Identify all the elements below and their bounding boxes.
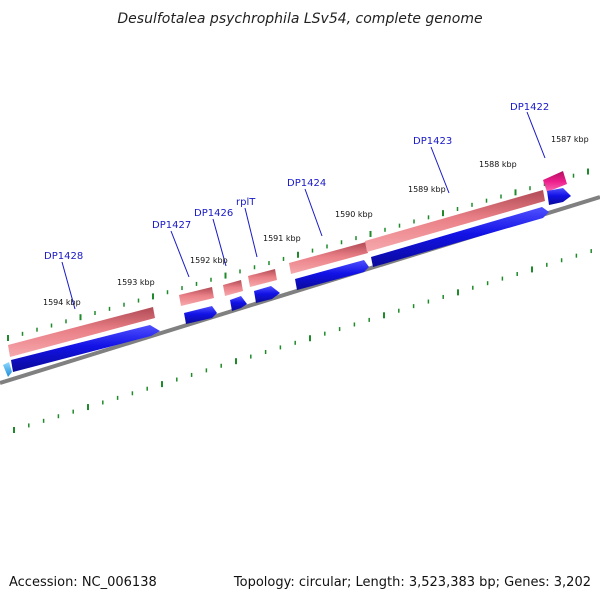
cds-arrow-dp1422[interactable] (547, 188, 571, 205)
tick-row-inner (13, 249, 592, 433)
cds-arrow-dp1424[interactable] (295, 260, 369, 290)
gene-label-dp1426: DP1426 (194, 208, 233, 219)
gene-label-dp1422: DP1422 (510, 102, 549, 113)
genome-info-text: Topology: circular; Length: 3,523,383 bp… (233, 575, 591, 590)
feature-dp1422-upper[interactable] (543, 171, 567, 192)
kbp-label-1590: 1590 kbp (335, 210, 373, 219)
callout-dp1427 (170, 230, 190, 278)
callout-dp1424 (304, 188, 323, 237)
feature-dp1427-upper[interactable] (179, 287, 214, 306)
cds-arrow-dp1426[interactable] (230, 296, 247, 311)
gene-label-dp1428: DP1428 (44, 251, 83, 262)
callout-dp1423 (430, 146, 450, 194)
kbp-label-1587: 1587 kbp (551, 135, 589, 144)
accession-text: Accession: NC_006138 (9, 575, 157, 590)
callout-dp1426 (212, 218, 227, 267)
feature-dp1426-upper[interactable] (223, 280, 243, 296)
kbp-label-1594: 1594 kbp (43, 298, 81, 307)
callout-rplt (244, 207, 258, 258)
feature-rplt-upper[interactable] (248, 269, 277, 287)
kbp-label-1592: 1592 kbp (190, 256, 228, 265)
kbp-label-1588: 1588 kbp (479, 160, 517, 169)
gene-label-dp1424: DP1424 (287, 178, 326, 189)
cds-arrow-dp1428[interactable] (11, 325, 160, 372)
gene-label-dp1427: DP1427 (152, 220, 191, 231)
feature-dp1428-upper[interactable] (8, 307, 155, 357)
callout-dp1422 (526, 111, 546, 159)
kbp-label-1591: 1591 kbp (263, 234, 301, 243)
map-title: Desulfotalea psychrophila LSv54, complet… (117, 11, 482, 27)
cds-arrow-dp1423[interactable] (371, 207, 549, 267)
cds-arrow-dp1427[interactable] (184, 306, 217, 324)
feature-dp1424-upper[interactable] (289, 242, 368, 274)
feature-dp1423-upper[interactable] (365, 190, 545, 252)
kbp-label-1593: 1593 kbp (117, 278, 155, 287)
gene-label-rplt: rplT (236, 197, 256, 208)
gene-label-dp1423: DP1423 (413, 136, 452, 147)
cds-arrow-rplt[interactable] (254, 286, 280, 303)
kbp-label-1589: 1589 kbp (408, 185, 446, 194)
cds-arrow-small[interactable] (3, 362, 12, 377)
callout-dp1428 (61, 261, 76, 310)
tick-row-outer (7, 168, 589, 341)
